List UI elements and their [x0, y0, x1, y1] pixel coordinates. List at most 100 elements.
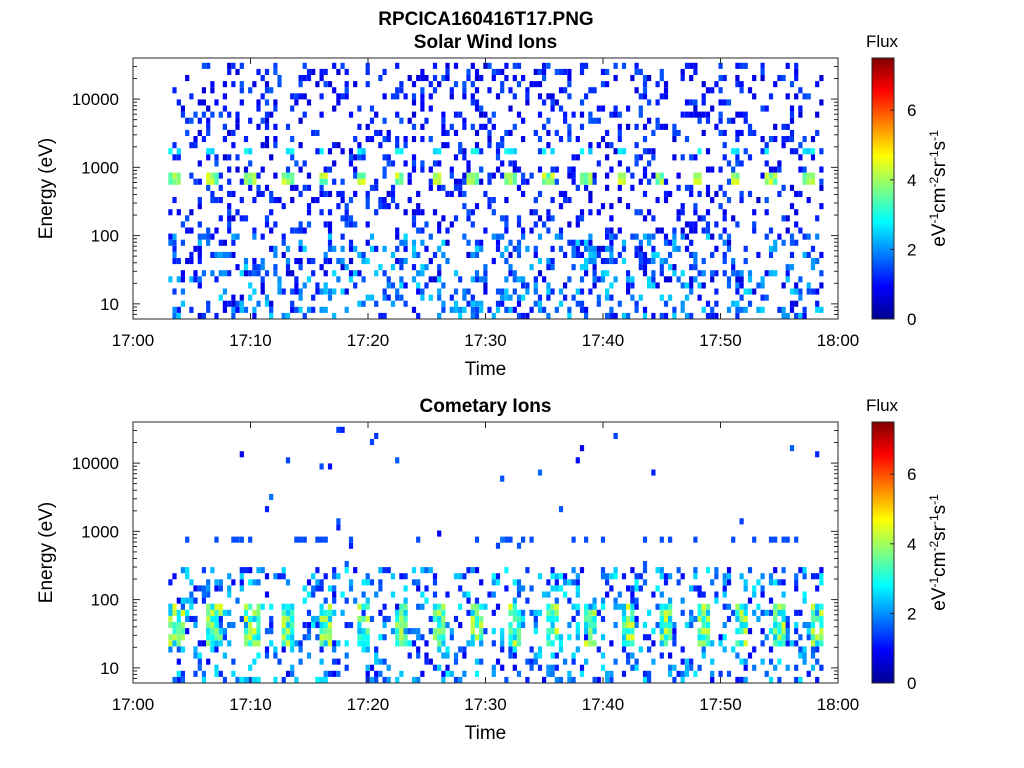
spectrogram-cell [806, 93, 811, 100]
spectrogram-cell [542, 178, 547, 185]
spectrogram-cell [668, 603, 673, 610]
spectrogram-cell [453, 62, 459, 69]
spectrogram-cell [222, 93, 227, 100]
spectrogram-cell [395, 178, 400, 185]
spectrogram-cell [651, 154, 656, 161]
spectrogram-cell [810, 634, 816, 641]
spectrogram-cell [810, 154, 816, 161]
spectrogram-cell [567, 676, 572, 683]
spectrogram-cell [315, 536, 320, 543]
spectrogram-cell [327, 622, 333, 629]
spectrogram-cell [483, 270, 488, 277]
spectrogram-cell [302, 160, 307, 167]
spectrogram-cell [231, 622, 236, 629]
spectrogram-cell [630, 628, 635, 635]
spectrogram-cell [613, 603, 618, 610]
spectrogram-cell [735, 282, 740, 289]
spectrogram-cell [445, 75, 450, 82]
spectrogram-cell [630, 172, 635, 179]
spectrogram-cell [390, 251, 396, 258]
spectrogram-cell [651, 215, 656, 222]
spectrogram-cell [479, 239, 484, 246]
spectrogram-cell [294, 258, 299, 265]
spectrogram-cell [634, 585, 639, 592]
spectrogram-cell [647, 646, 652, 653]
spectrogram-cell [810, 615, 816, 622]
spectrogram-cell [491, 111, 496, 118]
spectrogram-cell [353, 166, 358, 173]
spectrogram-cell [390, 591, 396, 598]
spectrogram-cell [222, 652, 227, 659]
spectrogram-cell [731, 264, 736, 271]
spectrogram-cell [668, 294, 673, 301]
spectrogram-cell [600, 597, 606, 604]
spectrogram-cell [504, 585, 509, 592]
colorbar-title: Flux [866, 396, 899, 415]
spectrogram-cell [819, 75, 824, 82]
spectrogram-cell [235, 264, 240, 271]
spectrogram-cell [348, 215, 354, 222]
spectrogram-cell [348, 111, 354, 118]
spectrogram-cell [189, 258, 194, 265]
spectrogram-cell [642, 634, 648, 641]
spectrogram-cell [474, 536, 480, 543]
spectrogram-cell [638, 294, 643, 301]
spectrogram-cell [399, 573, 404, 580]
spectrogram-cell [281, 646, 286, 653]
spectrogram-cell [319, 111, 324, 118]
spectrogram-cell [332, 646, 337, 653]
spectrogram-cell [432, 628, 438, 635]
spectrogram-cell [525, 93, 530, 100]
spectrogram-cell [537, 93, 543, 100]
spectrogram-cell [327, 603, 333, 610]
spectrogram-cell [466, 68, 471, 75]
spectrogram-cell [508, 148, 513, 155]
spectrogram-cell [411, 123, 417, 130]
spectrogram-cell [227, 178, 232, 185]
spectrogram-cell [462, 190, 467, 197]
spectrogram-cell [542, 172, 547, 179]
spectrogram-cell [634, 123, 639, 130]
spectrogram-cell [777, 160, 782, 167]
spectrogram-cell [663, 81, 669, 88]
spectrogram-cell [642, 579, 648, 586]
spectrogram-cell [697, 585, 702, 592]
spectrogram-cell [500, 87, 505, 94]
spectrogram-cell [605, 81, 610, 88]
spectrogram-cell [453, 676, 459, 683]
spectrogram-cell [403, 209, 408, 216]
spectrogram-cell [487, 142, 492, 149]
spectrogram-cell [516, 300, 522, 307]
spectrogram-cell [206, 178, 211, 185]
spectrogram-cell [680, 573, 685, 580]
spectrogram-cell [810, 288, 816, 295]
spectrogram-cell [600, 81, 606, 88]
spectrogram-cell [525, 99, 530, 106]
spectrogram-cell [495, 300, 501, 307]
spectrogram-cell [319, 646, 324, 653]
spectrogram-cell [189, 615, 194, 622]
spectrogram-cell [500, 288, 505, 295]
spectrogram-cell [609, 573, 614, 580]
spectrogram-cell [630, 615, 635, 622]
spectrogram-cell [626, 123, 631, 130]
spectrogram-cell [789, 105, 795, 112]
spectrogram-cell [680, 209, 685, 216]
spectrogram-cell [353, 270, 358, 277]
spectrogram-cell [630, 276, 635, 283]
spectrogram-cell [445, 664, 450, 671]
spectrogram-cell [651, 469, 656, 476]
spectrogram-cell [680, 300, 685, 307]
spectrogram-cell [491, 609, 496, 616]
spectrogram-cell [281, 251, 286, 258]
spectrogram-cell [613, 75, 618, 82]
spectrogram-cell [647, 239, 652, 246]
spectrogram-cell [256, 105, 261, 112]
spectrogram-cell [579, 62, 585, 69]
spectrogram-cell [563, 117, 568, 124]
spectrogram-cell [189, 142, 194, 149]
spectrogram-cell [248, 603, 253, 610]
spectrogram-cell [773, 567, 778, 574]
spectrogram-cell [655, 117, 660, 124]
spectrogram-cell [735, 676, 740, 683]
